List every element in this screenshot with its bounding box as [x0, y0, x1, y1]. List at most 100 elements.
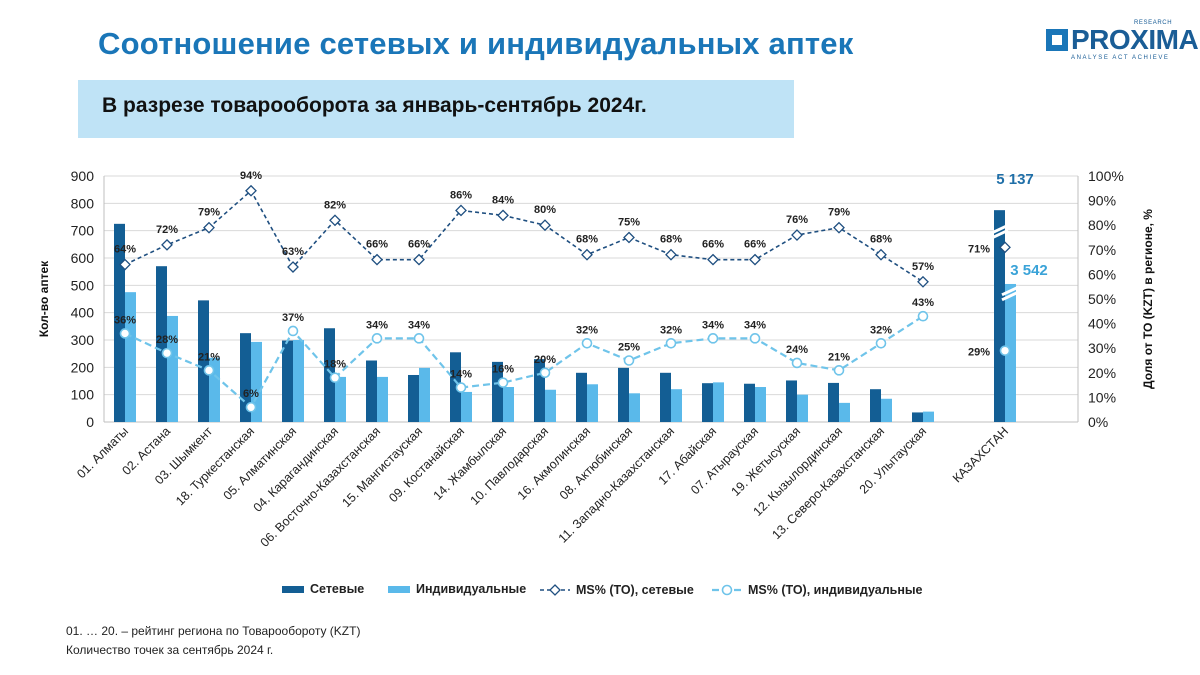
line-individual-value-label: 21% [828, 351, 850, 363]
line-individual-value-label: 18% [324, 359, 346, 371]
y2-axis-title: Доля от ТО (KZT) в регионе, % [1141, 209, 1155, 389]
y2-tick-label: 30% [1088, 340, 1116, 356]
line-network-value-label: 84% [492, 194, 514, 206]
line-individual-value-label: 34% [702, 319, 724, 331]
page-title: Соотношение сетевых и индивидуальных апт… [98, 26, 854, 61]
x-category-label: 18. Туркестанская [173, 424, 257, 508]
line-individual-point [287, 325, 299, 337]
y-tick-label: 0 [86, 414, 94, 430]
line-individual-value-label: 36% [114, 314, 136, 326]
line-network-point [245, 184, 257, 197]
bar-individual [587, 384, 598, 422]
line-network-point [791, 229, 803, 241]
line-individual-line [124, 315, 924, 409]
bar-individual [545, 389, 556, 422]
y2-tick-label: 10% [1088, 389, 1116, 405]
line-individual-point [455, 382, 467, 393]
line-network-value-label: 57% [912, 261, 934, 273]
bar-individual [1005, 283, 1016, 422]
y2-tick-label: 70% [1088, 242, 1116, 258]
line-network-value-label: 75% [618, 217, 640, 229]
bar-individual [839, 402, 850, 422]
bar-individual [881, 398, 892, 422]
line-individual-point [161, 347, 173, 359]
y-tick-label: 200 [71, 359, 95, 375]
line-network-value-label: 68% [870, 234, 892, 246]
legend-label: Сетевые [310, 582, 364, 596]
bar-individual [671, 389, 682, 422]
line-network-point [287, 261, 299, 273]
bar-individual [167, 315, 178, 422]
line-individual-value-label: 34% [366, 319, 388, 331]
bar-individual [125, 292, 136, 422]
line-network-point [203, 221, 215, 234]
page-subtitle: В разрезе товарооборота за январь-сентяб… [102, 94, 647, 117]
y-tick-label: 600 [71, 250, 95, 266]
bar-network [994, 210, 1005, 422]
line-network-point [497, 209, 509, 222]
bar-network [450, 352, 461, 422]
line-individual-value-label: 25% [618, 342, 640, 354]
bar-network [828, 382, 839, 422]
line-network-point [623, 231, 635, 244]
bar-network [702, 383, 713, 422]
line-network-value-label: 76% [786, 214, 808, 226]
y-tick-label: 800 [71, 195, 95, 211]
y-tick-label: 300 [71, 332, 95, 348]
line-network-point [119, 258, 131, 271]
bar-network [492, 361, 503, 422]
line-network-point [749, 253, 761, 266]
subtitle-banner: В разрезе товарооборота за январь-сентяб… [78, 80, 794, 138]
bar-individual [797, 394, 808, 422]
line-network-value-label: 79% [198, 207, 220, 219]
x-category-label: 05. Алматинская [221, 424, 300, 503]
y-axis-title: Кол-во аптек [37, 260, 51, 337]
bar-network [156, 266, 167, 422]
bar-individual [755, 387, 766, 422]
line-network-point [539, 219, 551, 232]
y2-tick-label: 20% [1088, 365, 1116, 381]
bar-network [660, 372, 671, 422]
line-network-line [124, 189, 924, 283]
line-individual-value-label: 32% [576, 324, 598, 336]
bar-individual [251, 341, 262, 422]
line-network-point [371, 253, 383, 266]
line-individual-point [245, 401, 257, 413]
bar-network [534, 359, 545, 422]
x-category-label: 16. Акмолинская [515, 424, 593, 502]
bar-network [744, 383, 755, 422]
x-category-label: КАЗАХСТАН [950, 424, 1011, 485]
footnote-rating: 01. … 20. – рейтинг региона по Товарообо… [66, 624, 361, 638]
line-network-value-label: 66% [744, 239, 766, 251]
line-individual-point [539, 367, 551, 379]
line-network-value-label: 82% [324, 199, 346, 211]
bar-network [366, 360, 377, 422]
bar-individual [629, 393, 640, 422]
bar-network [324, 328, 335, 422]
line-network-point [833, 221, 845, 234]
x-category-label: 14. Жамбылская [431, 424, 510, 503]
line-network-value-label: 66% [366, 239, 388, 251]
bar-network [786, 380, 797, 422]
footnote-points: Количество точек за сентябрь 2024 г. [66, 643, 274, 657]
legend-label: MS% (ТО), сетевые [576, 583, 694, 597]
y2-tick-label: 90% [1088, 193, 1116, 209]
line-individual-value-label: 14% [450, 369, 472, 381]
line-individual-value-label: 37% [282, 312, 304, 324]
legend-marker-network [549, 584, 561, 596]
line-individual-value-label: 21% [198, 351, 220, 363]
logo-research: RESEARCH [1134, 20, 1173, 26]
bar-individual [713, 382, 724, 422]
bar-network [870, 389, 881, 422]
line-network-value-label: 94% [240, 170, 262, 182]
y2-tick-label: 40% [1088, 316, 1116, 332]
logo-tagline: ANALYSE ACT ACHIEVE [1071, 55, 1170, 61]
y-tick-label: 100 [71, 387, 95, 403]
line-network-point [875, 248, 887, 261]
line-network-value-label: 68% [576, 234, 598, 246]
legend-label: MS% (ТО), индивидуальные [748, 583, 923, 597]
legend-label: Индивидуальные [416, 582, 526, 596]
line-individual-value-label: 34% [408, 319, 430, 331]
line-individual-point [917, 310, 929, 322]
line-network-value-label: 64% [114, 244, 136, 256]
